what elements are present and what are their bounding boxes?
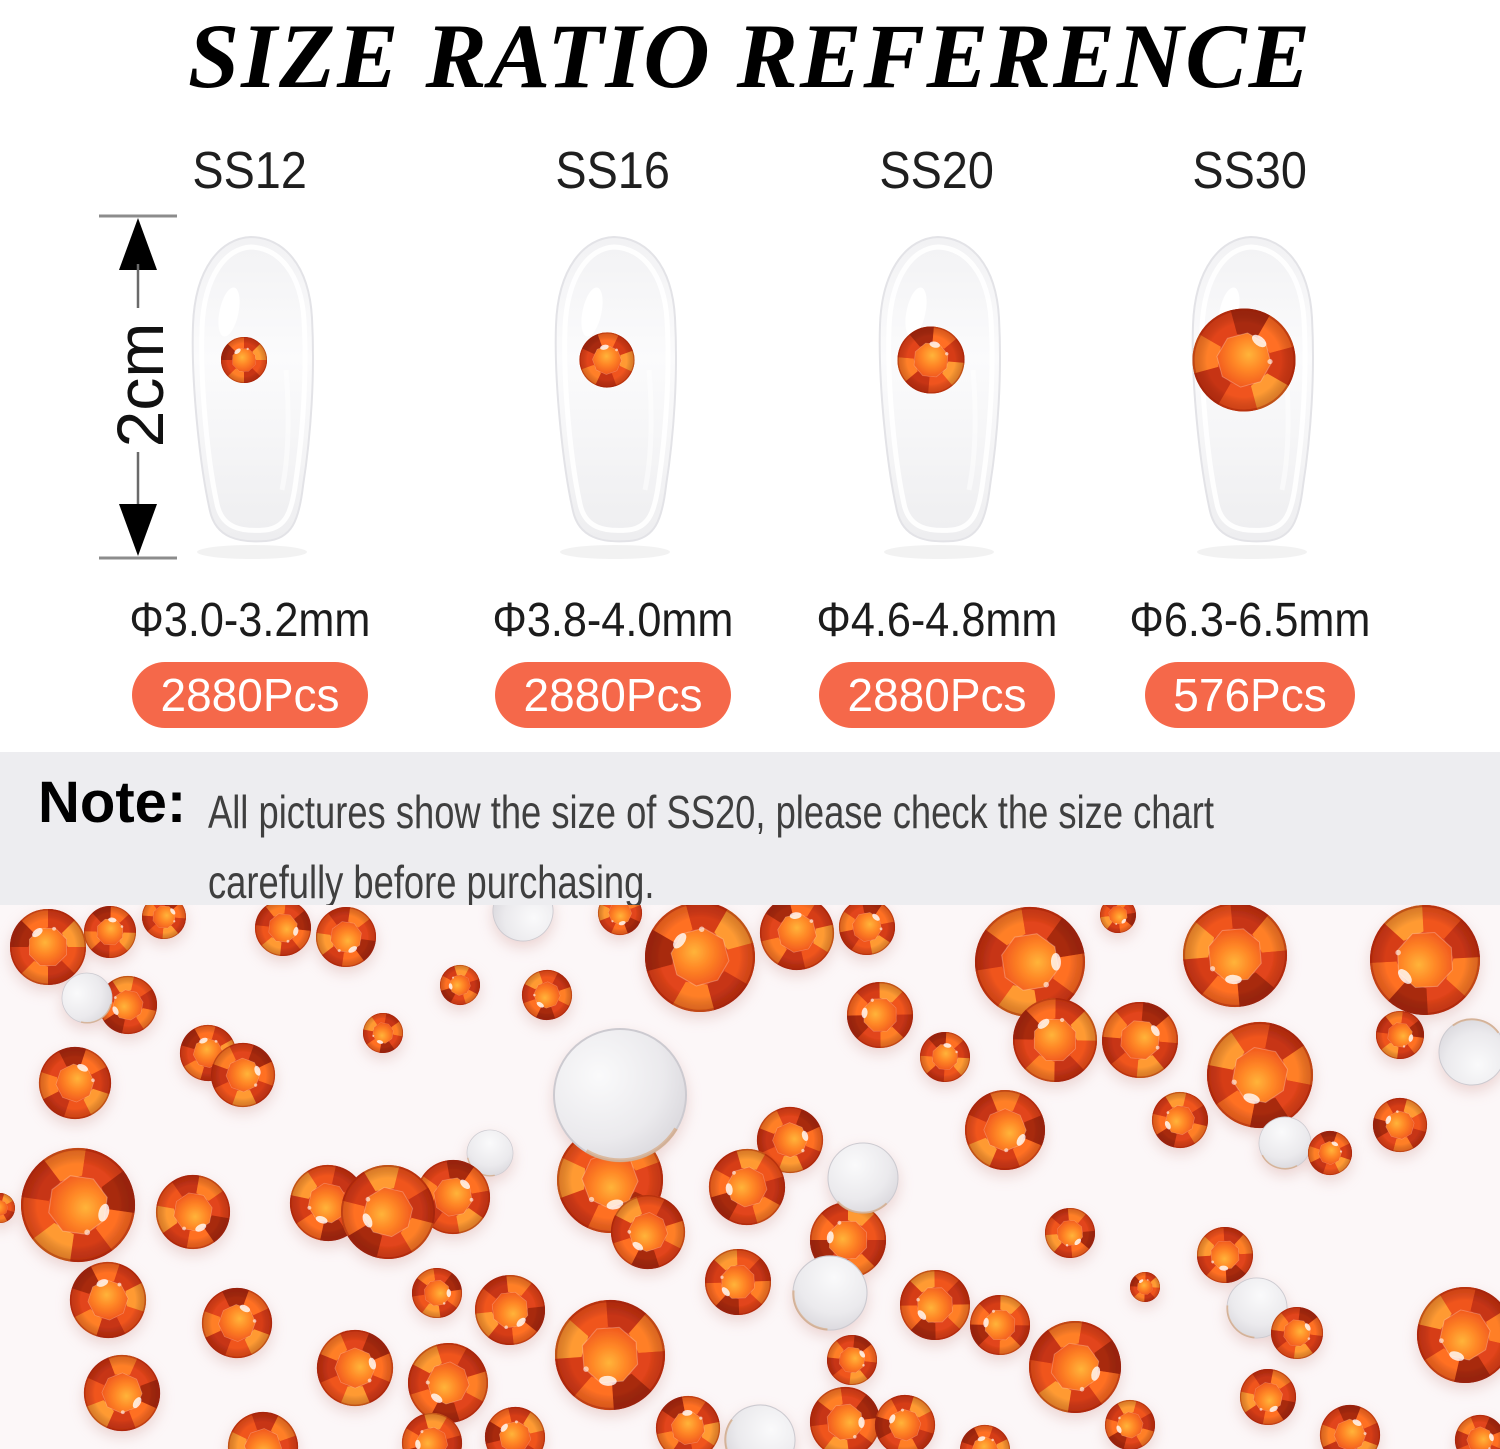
count-badge: 576Pcs <box>1145 662 1355 728</box>
size-label: SS16 <box>555 142 671 200</box>
size-label: SS30 <box>1192 142 1308 200</box>
size-label: SS20 <box>879 142 995 200</box>
note-text: All pictures show the size of SS20, plea… <box>208 786 1215 908</box>
nail-tip-image <box>80 220 420 566</box>
nail-tip-image <box>443 220 783 566</box>
count-badge: 2880Pcs <box>819 662 1055 728</box>
nail-tip-image <box>1080 220 1420 566</box>
note-section: Note: All pictures show the size of SS20… <box>0 752 1500 908</box>
size-label: SS12 <box>192 142 308 200</box>
rhinestones-photo <box>0 905 1500 1449</box>
nail-tip-image <box>767 220 1107 566</box>
note-label: Note: <box>38 770 187 835</box>
size-column-ss30: SS30 Φ6.3-6.5mm 576Pcs <box>1080 142 1420 728</box>
diameter-label: Φ6.3-6.5mm <box>1129 594 1371 647</box>
diameter-label: Φ3.0-3.2mm <box>129 594 371 647</box>
size-column-ss12: SS12 Φ3.0-3.2mm 2880Pcs <box>80 142 420 728</box>
diameter-label: Φ3.8-4.0mm <box>492 594 734 647</box>
count-badge: 2880Pcs <box>132 662 368 728</box>
size-column-ss16: SS16 Φ3.8-4.0mm 2880Pcs <box>443 142 783 728</box>
rhinestone-on-nail <box>220 336 268 384</box>
diameter-label: Φ4.6-4.8mm <box>816 594 1058 647</box>
height-measure-arrow <box>99 214 177 560</box>
page-title: SIZE RATIO REFERENCE <box>188 5 1312 107</box>
size-column-ss20: SS20 Φ4.6-4.8mm 2880Pcs <box>767 142 1107 728</box>
count-badge: 2880Pcs <box>495 662 731 728</box>
rhinestone <box>9 908 87 986</box>
